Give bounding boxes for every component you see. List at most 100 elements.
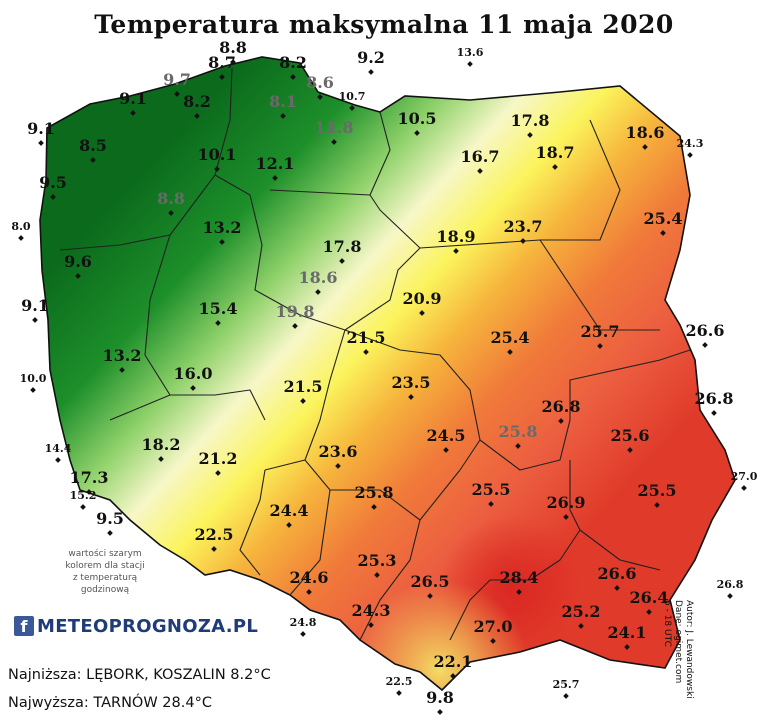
station-marker (371, 504, 377, 510)
station: 27.0 (731, 470, 758, 491)
station-temperature: 13.2 (203, 218, 242, 237)
station-temperature: 25.2 (562, 602, 601, 621)
station: 17.8 (323, 237, 361, 264)
station-marker (272, 175, 278, 181)
station-marker (515, 443, 521, 449)
station-marker (660, 230, 666, 236)
station-temperature: 25.5 (638, 481, 677, 500)
credit-time: 6 - 18 UTC (662, 600, 672, 647)
station-marker (292, 323, 298, 329)
station-marker (158, 456, 164, 462)
station-marker (453, 248, 459, 254)
station-marker (702, 342, 708, 348)
station-temperature: 25.8 (355, 483, 394, 502)
station-marker (374, 572, 380, 578)
station: 9.8 (426, 688, 454, 715)
station: 17.8 (511, 111, 549, 138)
station-temperature: 8.7 (208, 53, 236, 72)
station-temperature: 10.5 (398, 109, 437, 128)
station-marker (130, 110, 136, 116)
station-marker (419, 310, 425, 316)
station: 8.0 (11, 220, 31, 241)
station-marker (627, 447, 633, 453)
station: 21.5 (284, 377, 323, 404)
station: 22.1 (434, 652, 472, 679)
station-marker (687, 152, 693, 158)
station-temperature: 26.4 (630, 588, 669, 607)
logo[interactable]: f METEOPROGNOZA.PL (14, 613, 258, 639)
station-temperature: 17.3 (70, 468, 109, 487)
station: 9.1 (21, 296, 49, 323)
station: 22.5 (386, 675, 412, 696)
province-borders (59, 67, 691, 641)
credit-data: Dane: ogimet.com (673, 600, 683, 684)
station-temperature: 8.6 (306, 73, 334, 92)
station: 8.7 (208, 53, 236, 80)
station-temperature: 13.2 (103, 346, 142, 365)
station: 14.4 (45, 442, 72, 463)
station-marker (414, 130, 420, 136)
station: 10.1 (198, 145, 237, 172)
station-temperature: 15.4 (199, 299, 238, 318)
station-temperature: 10.7 (339, 90, 366, 103)
station: 13.6 (457, 46, 484, 67)
station-temperature: 26.5 (411, 572, 450, 591)
station: 24.1 (608, 623, 646, 650)
station-temperature: 21.5 (284, 377, 323, 396)
station: 9.5 (96, 509, 124, 536)
station-temperature: 23.5 (392, 373, 431, 392)
station-temperature: 23.7 (504, 217, 543, 236)
station: 23.6 (319, 442, 357, 469)
station-marker (563, 693, 569, 699)
station-marker (32, 317, 38, 323)
station: 18.6 (626, 123, 664, 150)
station-temperature: 27.0 (474, 617, 513, 636)
station-marker (290, 74, 296, 80)
note-text: wartości szarym kolorem dla stacji z tem… (42, 548, 168, 596)
credit-author: Autor: J. Lewandowski (684, 600, 694, 699)
station-marker (488, 501, 494, 507)
station-temperature: 24.4 (270, 501, 309, 520)
station-temperature: 10.1 (198, 145, 237, 164)
station: 28.4 (500, 568, 538, 595)
station-marker (437, 709, 443, 715)
station-marker (654, 502, 660, 508)
station: 26.5 (411, 572, 450, 599)
station-marker (219, 239, 225, 245)
station-temperature: 16.7 (461, 147, 500, 166)
station: 23.5 (392, 373, 431, 400)
station-temperature: 9.7 (163, 70, 191, 89)
station-marker (727, 593, 733, 599)
station-marker (300, 398, 306, 404)
station-temperature: 26.8 (542, 397, 581, 416)
station-marker (642, 144, 648, 150)
station-temperature: 26.6 (686, 321, 725, 340)
station-temperature: 9.1 (119, 89, 147, 108)
station: 24.3 (677, 137, 704, 158)
note-line: godzinową (80, 585, 130, 595)
station: 13.2 (103, 346, 142, 373)
station-temperature: 25.7 (553, 678, 580, 691)
station: 26.9 (547, 493, 585, 520)
station-marker (86, 489, 92, 495)
station-marker (578, 623, 584, 629)
station-temperature: 10.0 (20, 372, 47, 385)
station-marker (349, 105, 355, 111)
station-temperature: 14.4 (45, 442, 72, 455)
station-marker (214, 166, 220, 172)
station-temperature: 21.5 (347, 328, 386, 347)
station: 10.5 (398, 109, 437, 136)
station: 21.2 (199, 449, 237, 476)
note-line: z temperaturą (72, 573, 138, 583)
station-marker (396, 690, 402, 696)
station-marker (646, 609, 652, 615)
station-temperature: 24.8 (290, 616, 317, 629)
station: 24.3 (352, 601, 390, 628)
station-temperature: 24.3 (677, 137, 704, 150)
station-temperature: 8.8 (219, 38, 247, 57)
station: 26.8 (542, 397, 581, 424)
station-temperature: 25.7 (581, 322, 620, 341)
facebook-icon[interactable]: f (14, 616, 34, 636)
station-marker (467, 61, 473, 67)
station-marker (306, 589, 312, 595)
